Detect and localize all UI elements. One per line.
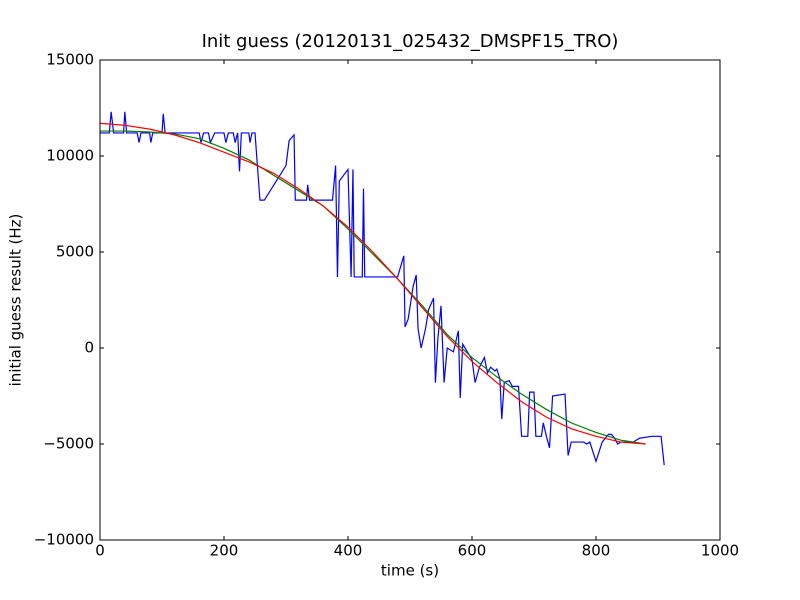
y-tick-label: −5000 [43, 435, 94, 453]
y-axis-label: initial guess result (Hz) [7, 214, 25, 387]
y-tick-label: 15000 [46, 51, 94, 69]
y-tick-label: −10000 [34, 531, 94, 549]
y-tick-label: 0 [84, 339, 94, 357]
x-tick-label: 400 [334, 542, 363, 560]
x-tick-label: 800 [582, 542, 611, 560]
plot-frame [99, 59, 721, 541]
x-tick-label: 600 [458, 542, 487, 560]
x-tick-label: 0 [95, 542, 105, 560]
chart-title: Init guess (20120131_025432_DMSPF15_TRO) [202, 31, 619, 52]
data-line [99, 122, 646, 445]
y-tick-label: 10000 [46, 147, 94, 165]
x-tick-label: 1000 [701, 542, 739, 560]
data-line [100, 111, 665, 466]
y-tick-label: 5000 [56, 243, 94, 261]
x-tick-label: 200 [210, 542, 239, 560]
data-line [100, 130, 646, 445]
x-axis-label: time (s) [381, 562, 439, 580]
